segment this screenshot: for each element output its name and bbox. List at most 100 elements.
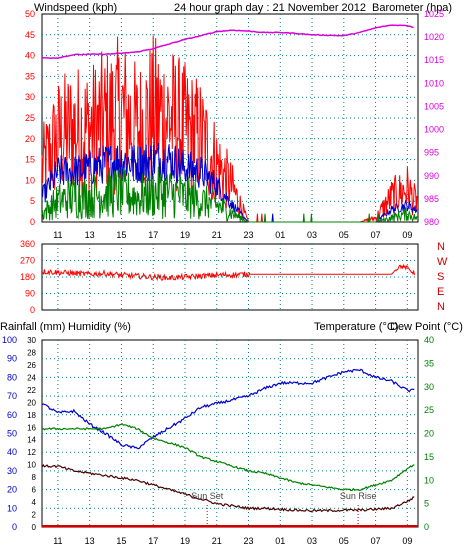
rain-tick-label: 8	[32, 473, 37, 482]
humidity-label: Humidity (%)	[68, 321, 131, 333]
x-tick-label: 17	[148, 536, 158, 546]
rain-tick-label: 20	[27, 398, 36, 407]
humidity-tick-label: 10	[7, 503, 17, 513]
windspeed-tick-label: 0	[30, 217, 35, 227]
x-tick-label: 05	[339, 536, 349, 546]
humidity-tick-label: 40	[7, 447, 17, 457]
compass-label: S	[437, 271, 444, 283]
humidity-tick-label: 90	[7, 354, 17, 364]
x-tick-label: 21	[212, 230, 222, 240]
wind-barometer-panel: 0510152025303540455098098599099510001005…	[25, 9, 444, 240]
barometer-tick-label: 1025	[424, 9, 444, 19]
direction-tick-label: 0	[30, 305, 35, 315]
rain-tick-label: 16	[27, 423, 36, 432]
rain-tick-label: 22	[27, 386, 36, 395]
compass-label: W	[437, 256, 448, 268]
rain-tick-label: 24	[27, 373, 36, 382]
x-tick-label: 03	[307, 230, 317, 240]
windspeed-tick-label: 30	[25, 92, 35, 102]
humidity-tick-label: 0	[12, 522, 17, 532]
rain-tick-label: 30	[27, 336, 36, 345]
humidity-tick-label: 50	[7, 429, 17, 439]
chart-title: 24 hour graph day : 21 November 2012	[174, 2, 366, 14]
windspeed-tick-label: 35	[25, 71, 35, 81]
barometer-tick-label: 1000	[424, 125, 444, 135]
humidity-tick-label: 20	[7, 485, 17, 495]
rain-tick-label: 28	[27, 348, 36, 357]
x-tick-label: 21	[212, 536, 222, 546]
x-tick-label: 09	[402, 536, 412, 546]
x-tick-label: 11	[53, 536, 62, 546]
direction-tick-label: 360	[20, 239, 35, 249]
barometer-label: Barometer (hpa)	[372, 2, 452, 14]
humidity-series	[41, 368, 415, 450]
windspeed-tick-label: 10	[25, 175, 35, 185]
temperature-tick-label: 25	[424, 405, 434, 415]
barometer-tick-label: 1015	[424, 55, 444, 65]
windspeed-tick-label: 5	[30, 196, 35, 206]
sunset-label: Sun Set	[191, 491, 224, 501]
windspeed-label: Windspeed (kph)	[34, 2, 117, 14]
windspeed-tick-label: 15	[25, 155, 35, 165]
x-tick-label: 11	[53, 230, 62, 240]
x-tick-label: 15	[116, 536, 126, 546]
temperature-tick-label: 0	[424, 522, 429, 532]
x-tick-label: 23	[243, 230, 253, 240]
rain-tick-label: 10	[27, 461, 36, 470]
temperature-series	[41, 422, 415, 492]
barometer-tick-label: 985	[424, 194, 439, 204]
x-tick-label: 17	[148, 230, 158, 240]
lull-series	[41, 166, 418, 224]
temperature-tick-label: 10	[424, 475, 434, 485]
rainfall-label: Rainfall (mm)	[0, 321, 65, 333]
humidity-tick-label: 30	[7, 466, 17, 476]
x-tick-label: 23	[243, 536, 253, 546]
humidity-tick-label: 70	[7, 391, 17, 401]
barometer-tick-label: 980	[424, 217, 439, 227]
barometer-series	[41, 24, 414, 59]
rain-tick-label: 6	[32, 486, 37, 495]
x-tick-label: 07	[371, 536, 381, 546]
temperature-tick-label: 30	[424, 382, 434, 392]
direction-series	[41, 263, 415, 282]
x-tick-label: 09	[402, 230, 412, 240]
windspeed-tick-label: 20	[25, 134, 35, 144]
windspeed-tick-label: 25	[25, 113, 35, 123]
rain-tick-label: 12	[27, 448, 36, 457]
barometer-tick-label: 990	[424, 171, 439, 181]
barometer-tick-label: 1005	[424, 101, 444, 111]
temperature-humidity-panel: 0102030405060708090100024681012141618202…	[2, 335, 434, 546]
x-tick-label: 05	[339, 230, 349, 240]
x-tick-label: 01	[275, 536, 285, 546]
x-tick-label: 03	[307, 536, 317, 546]
compass-label: E	[437, 286, 444, 298]
barometer-tick-label: 995	[424, 148, 439, 158]
x-tick-label: 19	[180, 230, 190, 240]
temperature-tick-label: 15	[424, 452, 434, 462]
barometer-tick-label: 1010	[424, 78, 444, 88]
temperature-tick-label: 40	[424, 335, 434, 345]
temperature-label: Temperature (°C)	[314, 321, 398, 333]
compass-label: N	[437, 241, 445, 253]
rain-tick-label: 0	[32, 523, 37, 532]
dewpoint-label: Dew Point (°C)	[390, 321, 463, 333]
humidity-tick-label: 80	[7, 372, 17, 382]
rain-tick-label: 2	[32, 511, 37, 520]
windspeed-tick-label: 45	[25, 30, 35, 40]
direction-tick-label: 180	[20, 272, 35, 282]
rain-tick-label: 4	[32, 498, 37, 507]
x-tick-label: 13	[85, 230, 95, 240]
x-tick-label: 01	[275, 230, 285, 240]
x-tick-label: 15	[116, 230, 126, 240]
direction-tick-label: 90	[25, 289, 35, 299]
x-tick-label: 19	[180, 536, 190, 546]
x-tick-label: 07	[371, 230, 381, 240]
humidity-tick-label: 60	[7, 410, 17, 420]
temperature-tick-label: 35	[424, 358, 434, 368]
x-tick-label: 13	[85, 536, 95, 546]
direction-tick-label: 270	[20, 256, 35, 266]
windspeed-tick-label: 50	[25, 9, 35, 19]
